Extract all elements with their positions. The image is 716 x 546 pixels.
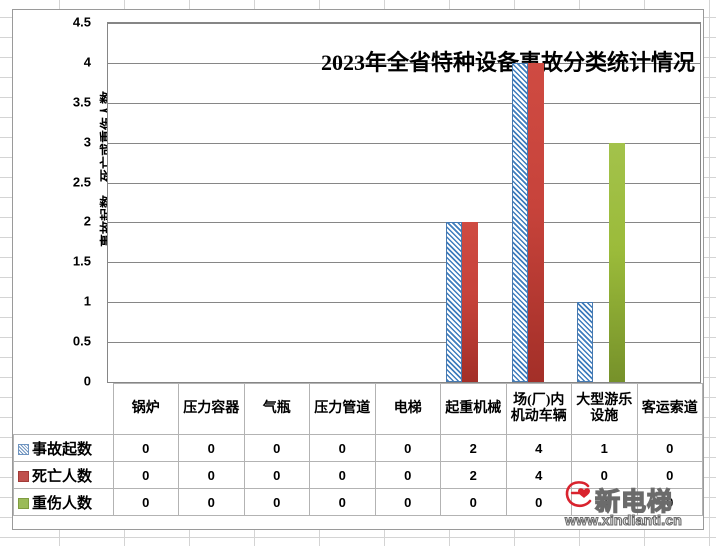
value-cell: 0 — [112, 461, 179, 489]
gridline — [108, 302, 700, 304]
value-cell: 0 — [243, 434, 310, 462]
legend-item-死亡人数[interactable]: 死亡人数 — [13, 461, 114, 489]
y-axis-tick-labels: 0 0.5 1 1.5 2 2.5 3 3.5 4 4.5 — [13, 10, 705, 395]
legend-item-事故起数[interactable]: 事故起数 — [13, 434, 114, 462]
category-header-cell: 客运索道 — [636, 383, 703, 435]
y-axis-tick-label: 1 — [83, 293, 91, 309]
category-header-cell: 电梯 — [374, 383, 441, 435]
legend-swatch-icon — [18, 443, 29, 455]
value-cell: 0 — [374, 461, 441, 489]
value-cell: 0 — [636, 488, 703, 516]
y-axis-tick-label: 4.5 — [72, 14, 91, 30]
category-header-cell: 气瓶 — [243, 383, 310, 435]
value-cell: 0 — [112, 488, 179, 516]
gridline — [108, 23, 700, 24]
table-row: 死亡人数 0 0 0 0 0 2 4 0 0 — [13, 461, 703, 489]
bar-series-container — [108, 23, 700, 382]
gridline — [108, 342, 700, 344]
plot-area: 2023年全省特种设备事故分类统计情况 — [107, 22, 701, 383]
category-header-cell: 锅炉 — [112, 383, 179, 435]
chart-title: 2023年全省特种设备事故分类统计情况 — [320, 50, 695, 75]
gridline — [108, 222, 700, 224]
value-cell: 0 — [178, 434, 245, 462]
value-cell: 0 — [636, 434, 703, 462]
data-table: 锅炉 压力容器 气瓶 压力管道 电梯 起重机械 场(厂)内机动车辆 大型游乐设施 客运索道事故起… — [13, 383, 703, 529]
value-cell: 4 — [505, 461, 572, 489]
bar-重伤人数-大型游乐设施[interactable] — [609, 142, 626, 382]
value-cell: 0 — [374, 488, 441, 516]
value-cell: 0 — [178, 488, 245, 516]
category-header-cell: 起重机械 — [440, 383, 507, 435]
gridline — [108, 62, 700, 64]
value-cell: 0 — [571, 461, 638, 489]
value-cell: 0 — [112, 434, 179, 462]
gridline — [108, 102, 700, 104]
legend-item-重伤人数[interactable]: 重伤人数 — [13, 488, 114, 516]
value-cell: 0 — [440, 488, 507, 516]
value-cell: 1 — [571, 434, 638, 462]
data-table-grid: 锅炉 压力容器 气瓶 压力管道 电梯 起重机械 场(厂)内机动车辆 大型游乐设施 客运索道事故起… — [13, 383, 703, 516]
value-cell: 0 — [374, 434, 441, 462]
y-axis-tick-label: 4 — [83, 54, 91, 70]
category-header-cell: 压力容器 — [178, 383, 245, 435]
table-row: 事故起数 0 0 0 0 0 2 4 1 0 — [13, 434, 703, 462]
y-axis-tick-label: 2.5 — [72, 174, 91, 190]
category-header-cell: 场(厂)内机动车辆 — [505, 383, 572, 435]
chart-object[interactable]: 事故起数、死亡或重伤人数 00.511.522.533.544.5 2023年全… — [12, 9, 704, 530]
y-axis-tick-label: 3 — [83, 134, 91, 150]
legend-swatch-icon — [18, 497, 29, 509]
value-cell: 0 — [178, 461, 245, 489]
category-header-cell: 大型游乐设施 — [571, 383, 638, 435]
legend-label: 死亡人数 — [32, 468, 93, 485]
value-cell: 0 — [243, 488, 310, 516]
table-corner-cell — [14, 384, 114, 435]
y-axis-tick-label: 0.5 — [72, 333, 91, 349]
bar-死亡人数-起重机械[interactable] — [461, 222, 478, 382]
legend-label: 重伤人数 — [32, 495, 93, 512]
value-cell: 3 — [571, 488, 638, 516]
y-axis-tick-label: 3.5 — [72, 94, 91, 110]
gridline — [108, 182, 700, 184]
table-row: 重伤人数 0 0 0 0 0 0 0 3 0 — [13, 488, 703, 516]
value-cell: 2 — [440, 461, 507, 489]
category-header-cell: 压力管道 — [309, 383, 376, 435]
bar-事故起数-大型游乐设施[interactable] — [577, 302, 594, 382]
value-cell: 0 — [309, 461, 376, 489]
gridline — [108, 142, 700, 144]
value-cell: 0 — [505, 488, 572, 516]
y-axis-tick-label: 1.5 — [72, 253, 91, 269]
legend-swatch-icon — [18, 470, 29, 482]
table-row-categories: 锅炉 压力容器 气瓶 压力管道 电梯 起重机械 场(厂)内机动车辆 大型游乐设施 客运索道 — [14, 383, 703, 435]
legend-label: 事故起数 — [32, 441, 93, 458]
bar-死亡人数-场(厂)内机动车辆[interactable] — [527, 62, 544, 382]
value-cell: 0 — [309, 434, 376, 462]
bar-事故起数-场(厂)内机动车辆[interactable] — [511, 62, 528, 382]
value-cell: 0 — [243, 461, 310, 489]
bar-事故起数-起重机械[interactable] — [445, 222, 462, 382]
y-axis-tick-label: 0 — [83, 373, 91, 389]
value-cell: 0 — [309, 488, 376, 516]
gridline — [108, 262, 700, 264]
value-cell: 2 — [440, 434, 507, 462]
value-cell: 0 — [636, 461, 703, 489]
y-axis-tick-label: 2 — [83, 213, 91, 229]
value-cell: 4 — [505, 434, 572, 462]
